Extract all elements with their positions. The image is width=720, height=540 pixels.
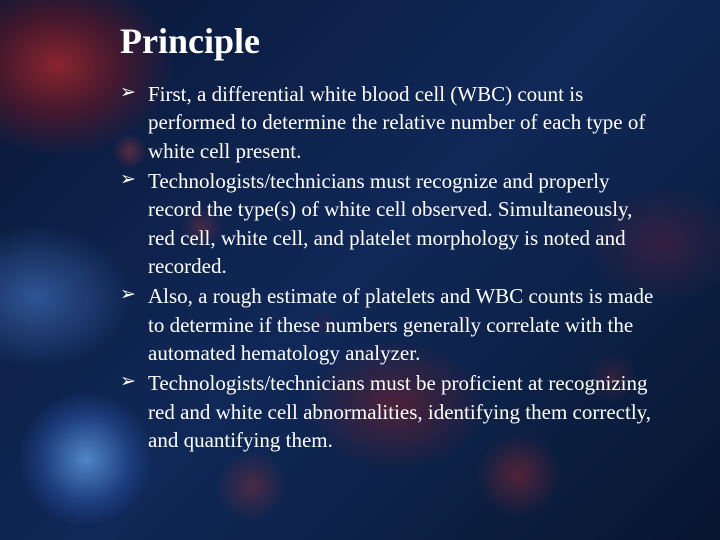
bullet-item: Technologists/technicians must recognize… bbox=[120, 167, 660, 280]
bullet-list: First, a differential white blood cell (… bbox=[120, 80, 660, 454]
bullet-item: Technologists/technicians must be profic… bbox=[120, 369, 660, 454]
slide-content: Principle First, a differential white bl… bbox=[0, 0, 720, 476]
slide-title: Principle bbox=[120, 20, 670, 62]
bullet-item: Also, a rough estimate of platelets and … bbox=[120, 282, 660, 367]
bullet-item: First, a differential white blood cell (… bbox=[120, 80, 660, 165]
